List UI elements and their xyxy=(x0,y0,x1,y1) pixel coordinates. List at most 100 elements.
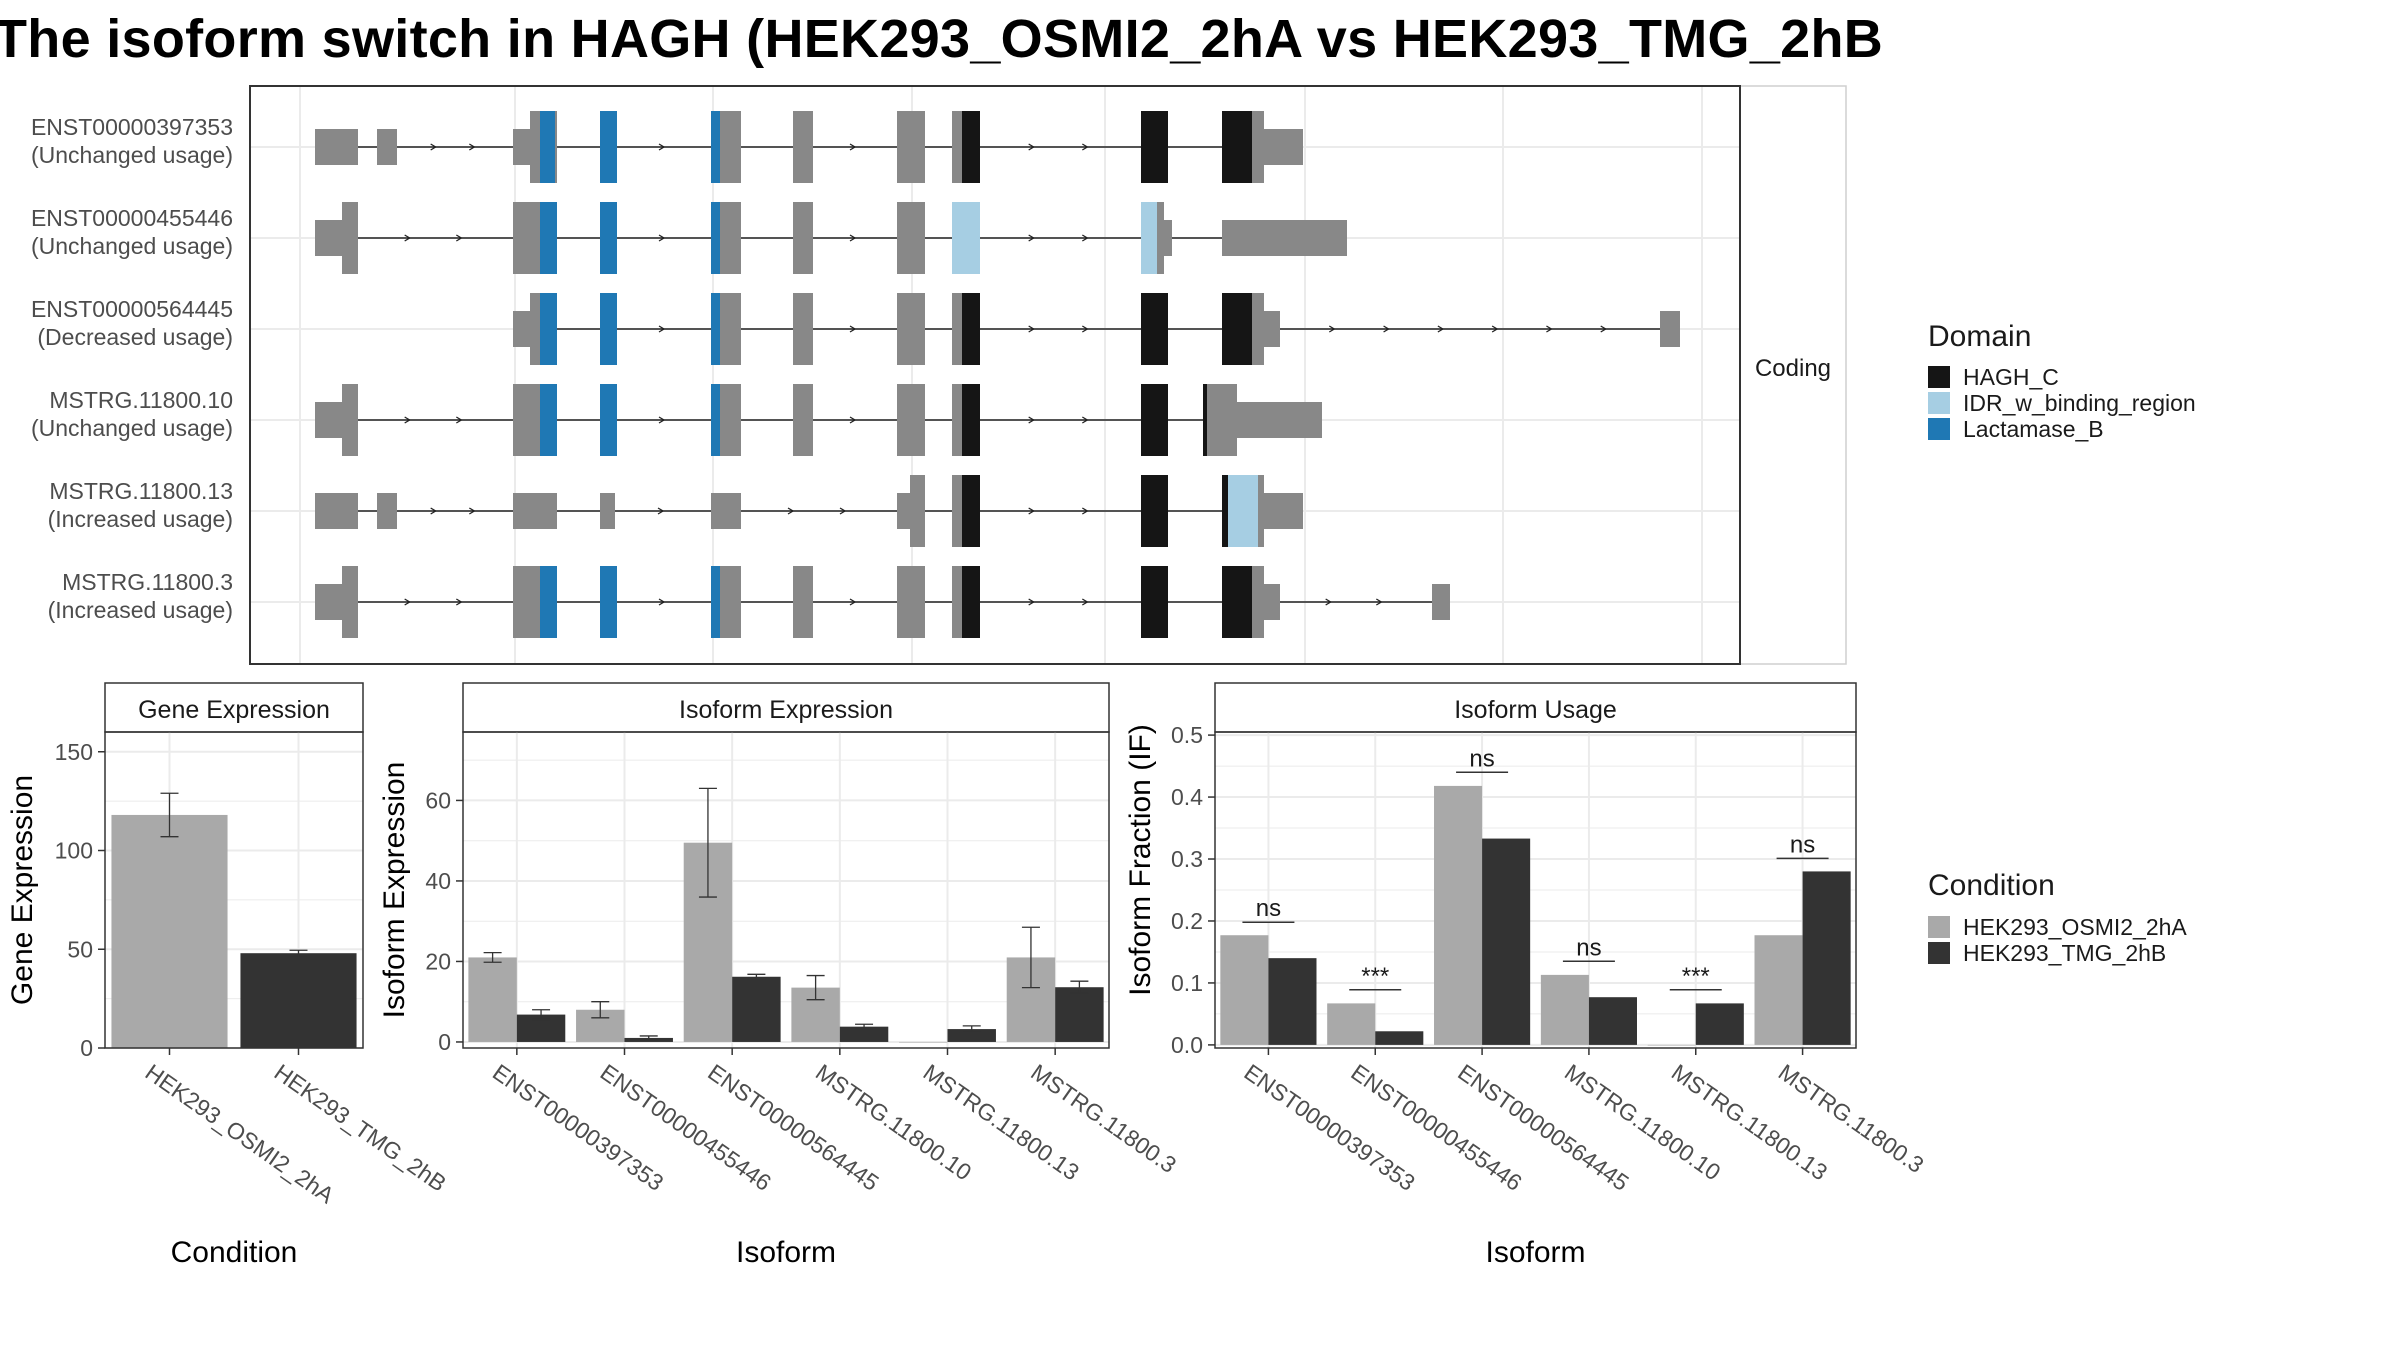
bar xyxy=(1327,1003,1376,1045)
coding-exon xyxy=(1141,111,1168,183)
intron-arrow xyxy=(658,143,666,151)
intron-arrow xyxy=(849,234,857,242)
coding-exon xyxy=(897,566,925,638)
coding-exon xyxy=(600,293,617,365)
coding-exon xyxy=(540,384,557,456)
transcript-usage-label: (Unchanged usage) xyxy=(31,142,233,168)
coding-exon xyxy=(540,566,557,638)
intron-arrow xyxy=(1028,234,1035,242)
intron-arrow xyxy=(1491,325,1499,333)
intron-arrow xyxy=(468,143,476,151)
domain-legend-swatch xyxy=(1928,392,1950,414)
coding-exon xyxy=(720,384,741,456)
intron-arrow xyxy=(658,598,666,606)
y-tick-label: 20 xyxy=(425,948,451,974)
coding-exon xyxy=(952,566,962,638)
coding-exon xyxy=(1258,475,1264,547)
transcript-id-label: ENST00000455446 xyxy=(31,205,233,231)
intron-arrow xyxy=(1375,598,1383,606)
bar xyxy=(1482,838,1531,1045)
coding-exon xyxy=(600,384,617,456)
utr-exon xyxy=(711,493,741,529)
coding-exon xyxy=(1203,384,1207,456)
condition-legend-label: HEK293_OSMI2_2hA xyxy=(1963,914,2187,940)
intron-arrow xyxy=(1081,143,1089,151)
bar xyxy=(240,953,357,1048)
x-tick-label: ENST00000455446 xyxy=(1346,1059,1526,1196)
utr-exon xyxy=(377,129,397,165)
intron-arrow xyxy=(1028,598,1035,606)
coding-exon xyxy=(962,384,980,456)
coding-exon xyxy=(530,293,540,365)
utr-exon xyxy=(1660,311,1680,347)
transcript-id-label: MSTRG.11800.13 xyxy=(49,478,233,504)
intron-arrow xyxy=(658,325,666,333)
utr-exon xyxy=(513,311,530,347)
bar xyxy=(1695,1003,1744,1045)
utr-exon xyxy=(315,220,342,256)
facet-strip-label: Coding xyxy=(1755,355,1831,382)
coding-exon xyxy=(342,202,358,274)
domain-legend-swatch xyxy=(1928,366,1950,388)
bar xyxy=(732,976,781,1042)
intron-arrow xyxy=(404,416,411,424)
intron-arrow xyxy=(1028,416,1035,424)
y-tick-label: 0 xyxy=(438,1029,451,1055)
y-tick-label: 0.5 xyxy=(1171,722,1203,748)
utr-exon xyxy=(1264,584,1280,620)
coding-exon xyxy=(1141,566,1168,638)
utr-exon xyxy=(897,493,910,529)
utr-exon xyxy=(1237,402,1322,438)
coding-exon xyxy=(952,111,962,183)
condition-legend-title: Condition xyxy=(1928,869,2055,902)
utr-exon xyxy=(1222,220,1347,256)
utr-exon xyxy=(513,129,530,165)
y-tick-label: 0.0 xyxy=(1171,1032,1203,1058)
facet-strip xyxy=(1739,85,1847,665)
bar xyxy=(1588,997,1637,1045)
coding-exon xyxy=(952,202,980,274)
domain-legend-label: IDR_w_binding_region xyxy=(1963,390,2196,416)
transcript-usage-label: (Unchanged usage) xyxy=(31,415,233,441)
coding-exon xyxy=(793,111,813,183)
condition-legend-swatch xyxy=(1928,916,1950,938)
domain-legend-label: Lactamase_B xyxy=(1963,416,2104,442)
bar xyxy=(899,1041,948,1043)
coding-exon xyxy=(952,475,962,547)
transcript-id-label: MSTRG.11800.3 xyxy=(62,569,233,595)
transcript-id-label: MSTRG.11800.10 xyxy=(49,387,233,413)
intron-arrow xyxy=(1028,507,1035,515)
y-tick-label: 0 xyxy=(80,1035,93,1061)
facet-strip xyxy=(1214,682,1857,733)
bar xyxy=(1754,935,1803,1045)
intron-arrow xyxy=(430,507,437,515)
domain-legend-label: HAGH_C xyxy=(1963,364,2059,390)
y-tick-label: 0.1 xyxy=(1171,970,1203,996)
intron-arrow xyxy=(1546,325,1553,333)
significance-label: ns xyxy=(1256,895,1281,922)
bar xyxy=(111,814,228,1048)
utr-exon xyxy=(1264,129,1303,165)
coding-exon xyxy=(1252,111,1264,183)
coding-exon xyxy=(962,293,980,365)
bar xyxy=(947,1029,996,1042)
intron-arrow xyxy=(657,507,665,515)
utr-exon xyxy=(315,584,342,620)
intron-arrow xyxy=(849,416,857,424)
y-tick-label: 150 xyxy=(55,739,93,765)
coding-exon xyxy=(793,202,813,274)
transcript-id-label: ENST00000397353 xyxy=(31,114,233,140)
y-axis-label: Isoform Expression xyxy=(378,762,411,1019)
y-tick-label: 40 xyxy=(425,868,451,894)
coding-exon xyxy=(793,384,813,456)
bar xyxy=(1055,987,1104,1042)
coding-exon xyxy=(952,384,962,456)
coding-exon xyxy=(1157,202,1164,274)
utr-exon xyxy=(377,493,397,529)
utr-exon xyxy=(315,402,342,438)
bar xyxy=(1268,958,1317,1045)
coding-exon xyxy=(720,202,741,274)
significance-label: ns xyxy=(1469,745,1494,772)
coding-exon xyxy=(1207,384,1237,456)
page-title: The isoform switch in HAGH (HEK293_OSMI2… xyxy=(0,9,1884,69)
